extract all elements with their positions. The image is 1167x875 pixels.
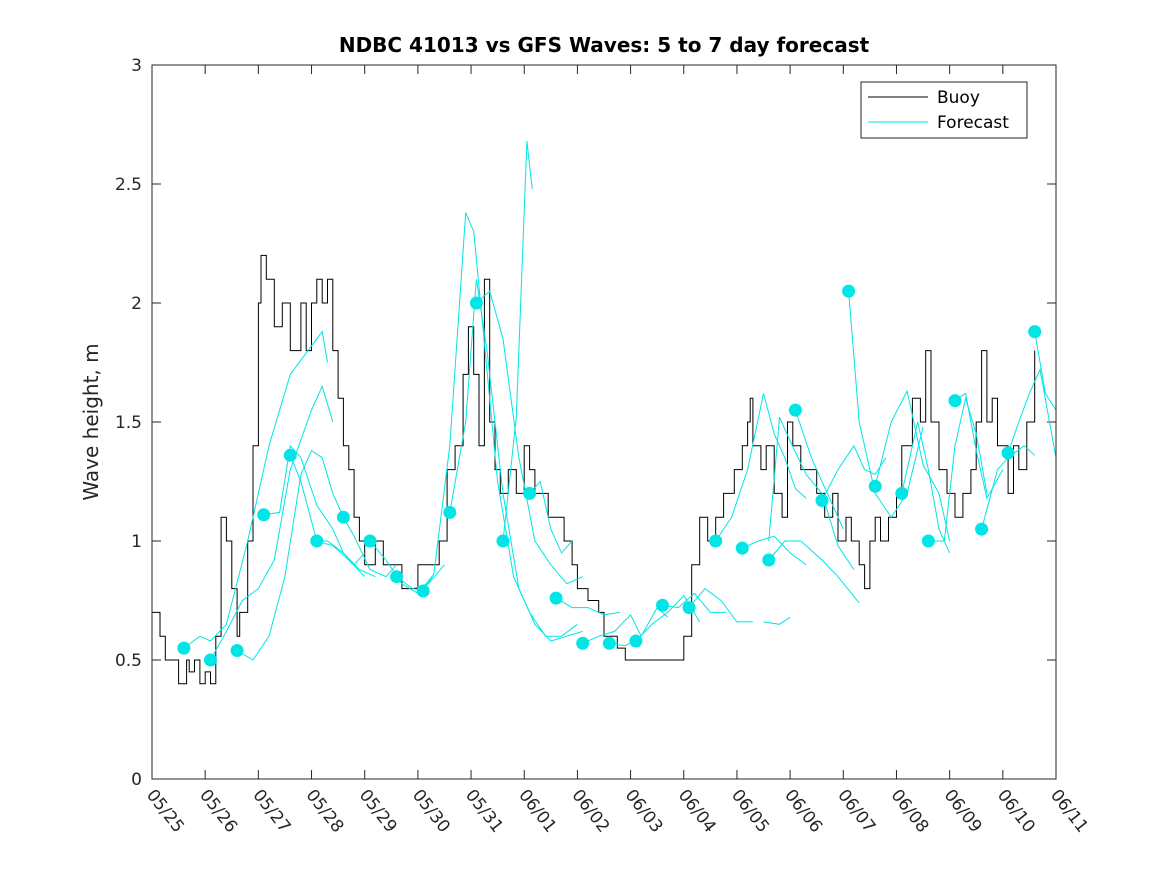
legend: Buoy Forecast bbox=[860, 81, 1028, 139]
x-tick-label: 05/28 bbox=[302, 786, 348, 837]
forecast-marker bbox=[921, 534, 935, 548]
y-tick-label: 3 bbox=[131, 56, 142, 76]
forecast-line bbox=[422, 212, 578, 637]
forecast-line bbox=[768, 540, 860, 604]
forecast-marker bbox=[602, 636, 616, 650]
forecast-marker bbox=[629, 634, 643, 648]
forecast-marker bbox=[895, 486, 909, 500]
x-tick-label: 05/27 bbox=[248, 786, 294, 837]
forecast-marker bbox=[842, 284, 856, 298]
forecast-marker bbox=[762, 553, 776, 567]
forecast-line bbox=[316, 540, 376, 578]
forecast-marker bbox=[363, 534, 377, 548]
forecast-marker bbox=[576, 636, 590, 650]
forecast-series bbox=[183, 141, 1057, 661]
y-tick-label: 2.5 bbox=[115, 175, 142, 195]
forecast-marker bbox=[257, 508, 271, 522]
forecast-marker bbox=[682, 601, 696, 615]
forecast-line bbox=[236, 449, 344, 661]
x-tick-label: 05/29 bbox=[355, 786, 401, 837]
forecast-line bbox=[555, 597, 621, 616]
forecast-line bbox=[928, 396, 988, 542]
forecast-marker bbox=[336, 510, 350, 524]
forecast-line bbox=[210, 384, 334, 661]
x-tick-label: 06/09 bbox=[940, 786, 986, 837]
x-tick-label: 06/01 bbox=[514, 786, 560, 837]
forecast-marker bbox=[1001, 446, 1015, 460]
forecast-line bbox=[763, 616, 791, 625]
forecast-marker bbox=[975, 522, 989, 536]
forecast-line bbox=[742, 535, 807, 566]
forecast-marker bbox=[549, 591, 563, 605]
axes-box bbox=[151, 64, 1057, 780]
forecast-line bbox=[289, 455, 366, 578]
forecast-line bbox=[794, 409, 844, 530]
forecast-line bbox=[1034, 331, 1057, 411]
chart-title: NDBC 41013 vs GFS Waves: 5 to 7 day fore… bbox=[339, 33, 870, 57]
forecast-line bbox=[901, 421, 951, 554]
forecast-marker bbox=[1028, 325, 1042, 339]
y-tick-label: 0.5 bbox=[115, 651, 142, 671]
forecast-marker bbox=[443, 505, 457, 519]
x-tick-label: 06/03 bbox=[621, 786, 667, 837]
forecast-line bbox=[715, 393, 807, 542]
forecast-marker bbox=[868, 479, 882, 493]
forecast-marker bbox=[815, 494, 829, 507]
forecast-line bbox=[848, 291, 924, 519]
x-tick-label: 06/06 bbox=[780, 786, 826, 837]
y-tick-label: 1.5 bbox=[115, 413, 142, 433]
x-tick-label: 06/05 bbox=[727, 786, 773, 837]
forecast-marker bbox=[230, 644, 244, 657]
forecast-markers bbox=[177, 284, 1042, 667]
x-tick-label: 05/26 bbox=[195, 786, 241, 837]
forecast-line bbox=[1007, 367, 1057, 458]
y-axis-label: Wave height, m bbox=[79, 343, 103, 500]
forecast-line bbox=[582, 613, 642, 644]
forecast-marker bbox=[709, 534, 723, 548]
forecast-marker bbox=[390, 570, 404, 584]
forecast-line bbox=[183, 330, 328, 649]
x-tick-label: 06/08 bbox=[887, 786, 933, 837]
x-tick-label: 06/10 bbox=[993, 786, 1039, 837]
y-tick-label: 1 bbox=[131, 532, 142, 552]
forecast-marker bbox=[735, 541, 749, 555]
y-tick-label: 2 bbox=[131, 294, 142, 314]
forecast-line bbox=[502, 141, 533, 542]
forecast-marker bbox=[948, 394, 962, 408]
forecast-marker bbox=[523, 486, 537, 500]
forecast-line bbox=[449, 279, 583, 642]
x-tick-label: 06/11 bbox=[1046, 786, 1092, 837]
forecast-line bbox=[768, 416, 855, 570]
forecast-line bbox=[529, 480, 573, 554]
x-tick-label: 06/02 bbox=[567, 786, 613, 837]
y-tick-label: 0 bbox=[131, 770, 142, 790]
forecast-line bbox=[342, 516, 397, 578]
legend-forecast-label: Forecast bbox=[937, 113, 1009, 133]
forecast-line bbox=[476, 290, 583, 585]
x-tick-label: 06/04 bbox=[674, 786, 720, 837]
x-tick-label: 05/30 bbox=[408, 786, 454, 837]
legend-buoy-label: Buoy bbox=[937, 88, 980, 108]
legend-box bbox=[860, 81, 1028, 139]
forecast-line bbox=[662, 592, 727, 613]
x-tick-label: 05/31 bbox=[461, 786, 507, 837]
forecast-line bbox=[874, 389, 951, 542]
forecast-line bbox=[688, 587, 753, 623]
forecast-marker bbox=[283, 448, 297, 462]
forecast-marker bbox=[416, 584, 430, 598]
forecast-line bbox=[821, 444, 887, 501]
plot-area bbox=[152, 65, 1056, 779]
forecast-marker bbox=[204, 653, 217, 667]
x-tick-label: 05/25 bbox=[142, 786, 188, 837]
forecast-marker bbox=[656, 598, 669, 612]
x-tick-label: 06/07 bbox=[833, 786, 879, 837]
forecast-marker bbox=[177, 641, 191, 655]
forecast-marker bbox=[310, 534, 324, 548]
forecast-marker bbox=[496, 534, 510, 548]
forecast-marker bbox=[469, 296, 483, 310]
forecast-marker bbox=[788, 403, 802, 417]
